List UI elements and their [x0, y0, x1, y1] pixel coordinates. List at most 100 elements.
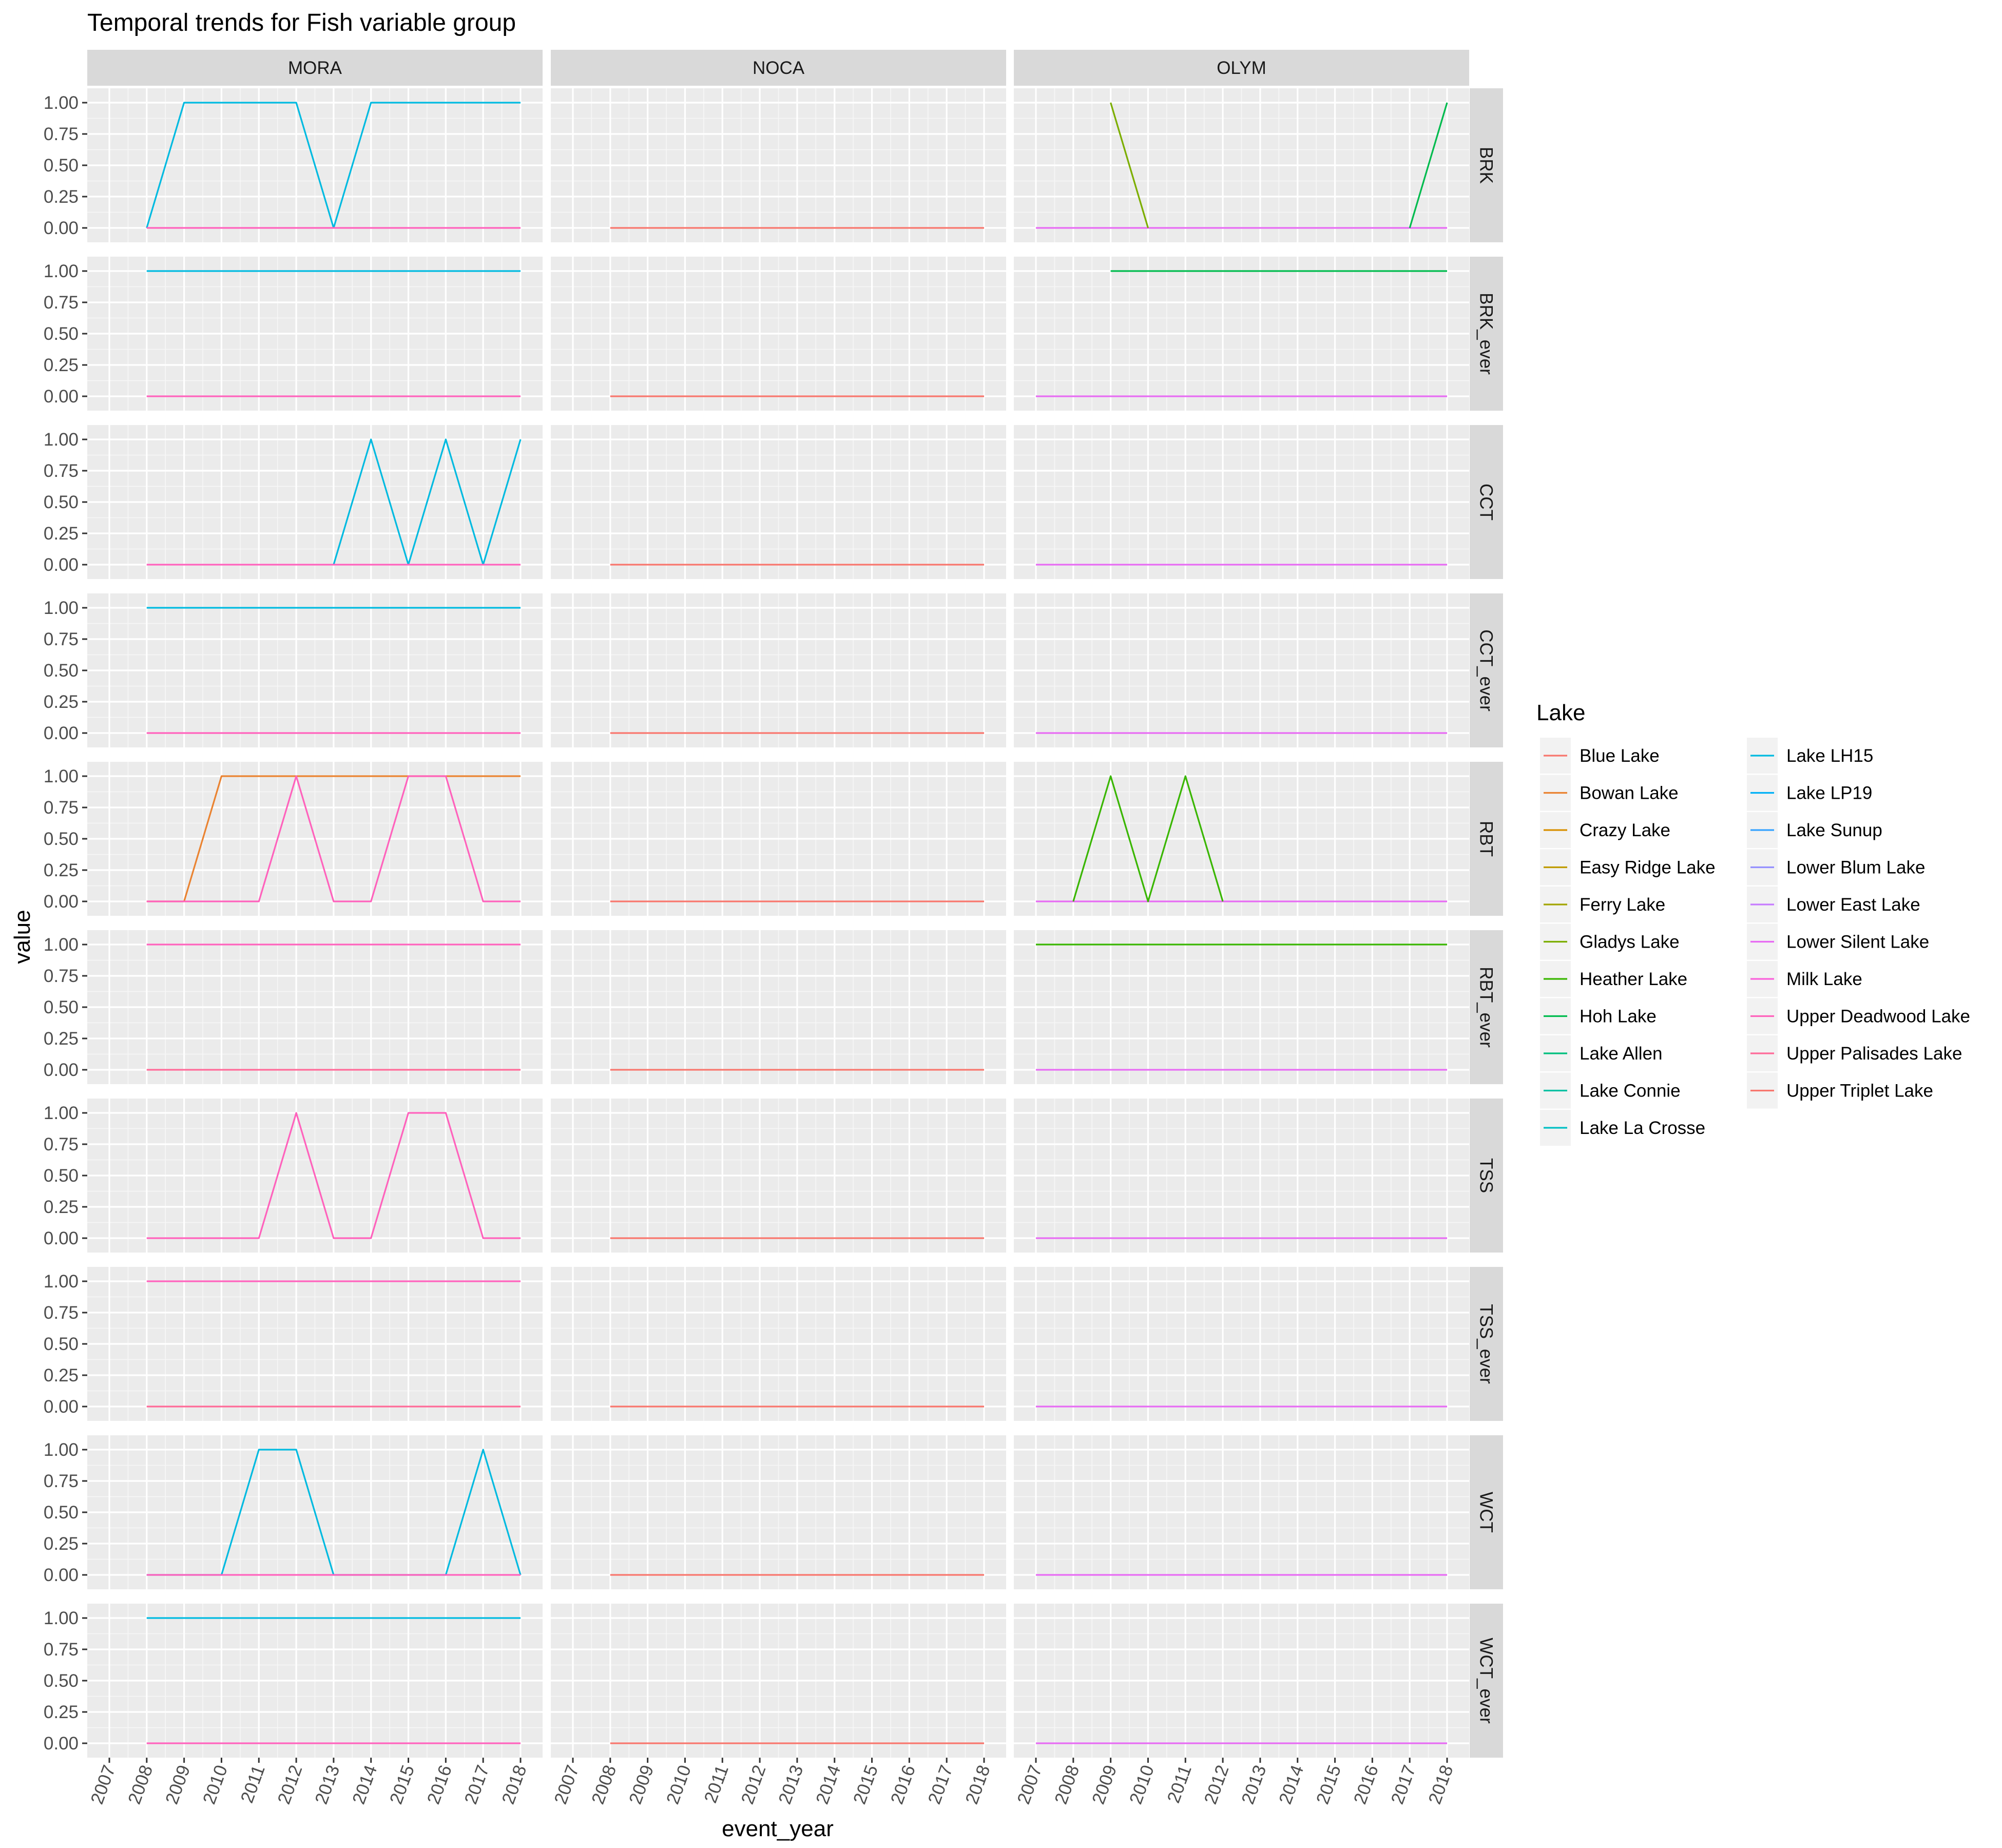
legend-label: Lower Blum Lake: [1786, 858, 1925, 878]
series-line-gladys-lake-olym-brk: [1110, 102, 1149, 228]
facet-strip-cct-ever: [1470, 593, 1503, 747]
panel-olym-wct: [1014, 1435, 1469, 1589]
panel-olym-tss: [1014, 1099, 1469, 1253]
panel-olym-rbt-ever: [1014, 930, 1469, 1084]
x-tick-label: 2017: [1387, 1762, 1419, 1807]
x-tick-label: 2012: [1200, 1762, 1233, 1807]
x-tick-label: 2010: [663, 1762, 695, 1807]
y-tick-label: 1.00: [44, 598, 79, 618]
facet-label-noca: NOCA: [753, 58, 805, 78]
legend-label: Lake LH15: [1786, 746, 1873, 766]
legend-item-lower-blum-lake: Lower Blum Lake: [1747, 849, 1925, 886]
legend-label: Heather Lake: [1580, 969, 1687, 989]
panel-olym-rbt: [1014, 762, 1469, 916]
x-tick-label: 2012: [737, 1762, 769, 1807]
y-tick-label: 0.00: [44, 1565, 79, 1585]
facet-strip-brk-ever: [1470, 257, 1503, 411]
panel-mora-brk-ever: [87, 257, 543, 411]
y-tick-label: 0.25: [44, 1702, 79, 1722]
series-line-heather-lake-olym-rbt: [1072, 775, 1224, 902]
legend-label: Upper Triplet Lake: [1786, 1081, 1933, 1101]
y-tick-label: 0.00: [44, 555, 79, 575]
series-line-lake-lh15-mora-cct: [333, 438, 522, 566]
y-tick-label: 1.00: [44, 93, 79, 113]
y-tick-label: 1.00: [44, 1103, 79, 1123]
y-tick-label: 0.50: [44, 661, 79, 681]
legend-item-lower-silent-lake: Lower Silent Lake: [1747, 923, 1929, 960]
legend-item-bowan-lake: Bowan Lake: [1540, 775, 1679, 811]
x-tick-label: 2015: [1313, 1762, 1345, 1807]
panel-olym-cct: [1014, 425, 1469, 579]
x-tick-label: 2010: [199, 1762, 232, 1807]
facet-strip-rbt: [1470, 762, 1503, 916]
legend-label: Blue Lake: [1580, 746, 1660, 766]
series-line-upper-deadwood-lake-mora-tss: [146, 1112, 521, 1239]
y-tick-label: 0.25: [44, 1029, 79, 1049]
y-tick-label: 1.00: [44, 1440, 79, 1460]
facet-strip-wct-ever: [1470, 1604, 1503, 1758]
facet-label-rbt: RBT: [1476, 821, 1496, 857]
y-tick-label: 0.75: [44, 124, 79, 144]
x-tick-label: 2011: [237, 1762, 268, 1805]
panel-olym-brk: [1014, 88, 1469, 242]
x-tick-label: 2018: [498, 1762, 530, 1807]
legend-label: Easy Ridge Lake: [1580, 858, 1716, 878]
panels: MORA NOCA OLYM BRK BRK_ever CCT CCT_ever RBT RBT…: [44, 50, 1503, 1807]
legend-item-lake-connie: Lake Connie: [1540, 1072, 1681, 1109]
legend-label: Ferry Lake: [1580, 895, 1665, 915]
facet-strip-tss-ever: [1470, 1267, 1503, 1421]
legend-item-milk-lake: Milk Lake: [1747, 961, 1862, 997]
facet-label-tss-ever: TSS_ever: [1476, 1304, 1496, 1384]
facet-strip-wct: [1470, 1435, 1503, 1589]
x-tick-label: 2014: [1275, 1762, 1307, 1807]
facet-strip-mora: [87, 50, 543, 86]
panel-olym-wct-ever: [1014, 1604, 1469, 1758]
x-tick-label: 2014: [812, 1762, 844, 1807]
y-axis-title: value: [10, 910, 35, 964]
panel-olym-brk-ever: [1014, 257, 1469, 411]
y-tick-label: 1.00: [44, 766, 79, 786]
panel-mora-cct-ever: [87, 593, 543, 747]
legend-item-blue-lake: Blue Lake: [1540, 738, 1660, 774]
x-tick-label: 2008: [588, 1762, 620, 1807]
y-tick-label: 1.00: [44, 935, 79, 955]
x-tick-label: 2009: [1088, 1762, 1121, 1807]
y-tick-label: 1.00: [44, 430, 79, 450]
legend-item-lake-lh15: Lake LH15: [1747, 738, 1873, 774]
x-tick-label: 2007: [1013, 1762, 1046, 1807]
legend-item-gladys-lake: Gladys Lake: [1540, 923, 1680, 960]
y-tick-label: 0.75: [44, 293, 79, 313]
legend-item-lower-east-lake: Lower East Lake: [1747, 887, 1920, 922]
legend-item-upper-deadwood-lake: Upper Deadwood Lake: [1747, 998, 1970, 1034]
facet-label-wct: WCT: [1476, 1492, 1496, 1533]
facet-strip-brk: [1470, 88, 1503, 242]
x-tick-label: 2013: [775, 1762, 807, 1807]
y-tick-label: 0.25: [44, 1197, 79, 1217]
y-tick-label: 0.25: [44, 1534, 79, 1554]
facet-label-wct-ever: WCT_ever: [1476, 1638, 1496, 1724]
legend-label: Lake Allen: [1580, 1044, 1663, 1064]
y-tick-label: 0.50: [44, 1334, 79, 1354]
y-tick-label: 0.75: [44, 1640, 79, 1660]
x-tick-label: 2014: [349, 1762, 381, 1807]
y-tick-label: 0.00: [44, 1060, 79, 1080]
legend-label: Lake La Crosse: [1580, 1118, 1705, 1138]
y-tick-label: 1.00: [44, 261, 79, 281]
x-tick-label: 2017: [460, 1762, 493, 1807]
legend-item-upper-triplet-lake: Upper Triplet Lake: [1747, 1072, 1933, 1109]
x-tick-label: 2012: [274, 1762, 306, 1807]
y-tick-label: 0.75: [44, 1303, 79, 1323]
y-tick-label: 0.25: [44, 187, 79, 207]
y-tick-label: 0.25: [44, 355, 79, 375]
x-tick-label: 2015: [850, 1762, 882, 1807]
x-tick-label: 2008: [124, 1762, 157, 1807]
x-tick-label: 2010: [1126, 1762, 1158, 1807]
legend-label: Lower Silent Lake: [1786, 932, 1929, 952]
y-tick-label: 0.75: [44, 798, 79, 818]
y-tick-label: 0.25: [44, 1365, 79, 1385]
x-tick-label: 2016: [887, 1762, 919, 1807]
x-tick-label: 2008: [1051, 1762, 1083, 1807]
panel-mora-wct-ever: [87, 1604, 543, 1758]
legend-item-hoh-lake: Hoh Lake: [1540, 998, 1657, 1034]
x-tick-label: 2018: [1424, 1762, 1457, 1807]
